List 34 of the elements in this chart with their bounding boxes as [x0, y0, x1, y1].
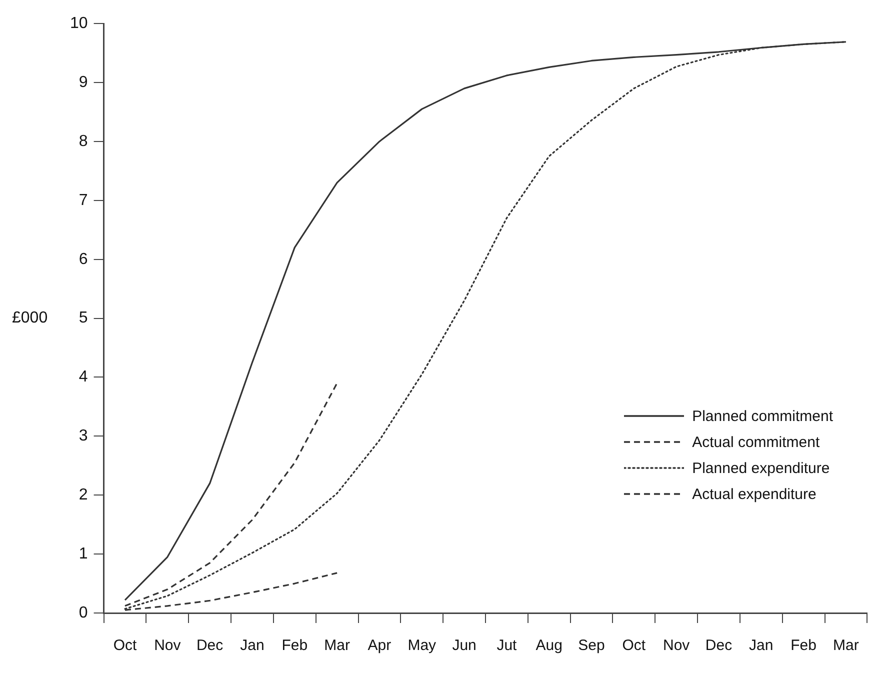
x-tick-label: Nov — [662, 637, 690, 654]
legend-label: Planned expenditure — [692, 460, 830, 476]
x-tick-label: Oct — [622, 637, 646, 654]
x-tick-label: Apr — [368, 637, 392, 654]
y-tick-label: 10 — [70, 15, 88, 32]
legend-label: Actual expenditure — [692, 486, 816, 502]
x-tick-label: Nov — [154, 637, 182, 654]
x-tick-label: Feb — [790, 637, 816, 654]
x-tick-label: Mar — [324, 637, 350, 654]
x-tick-label: Jut — [496, 637, 518, 654]
x-tick-label: Sep — [578, 637, 605, 654]
x-tick-label: Feb — [282, 637, 308, 654]
y-tick-label: 2 — [78, 486, 88, 504]
y-tick-label: 8 — [78, 132, 88, 150]
x-tick-label: Dec — [196, 637, 224, 654]
legend-label: Planned commitment — [692, 408, 833, 424]
y-tick-label: 6 — [78, 250, 88, 268]
x-tick-label: Jan — [749, 637, 774, 654]
x-tick-label: Mar — [833, 637, 859, 654]
y-tick-label: 1 — [78, 545, 88, 562]
y-tick-label: 0 — [78, 604, 88, 622]
y-tick-label: 4 — [78, 368, 88, 386]
y-tick-label: 9 — [78, 74, 88, 91]
x-tick-label: May — [408, 637, 437, 654]
x-tick-label: Jan — [240, 637, 264, 654]
y-tick-label: 5 — [78, 310, 88, 327]
x-tick-label: Aug — [536, 637, 562, 654]
y-tick-label: 7 — [78, 192, 88, 209]
x-tick-label: Oct — [113, 637, 138, 654]
x-tick-label: Jun — [452, 637, 476, 654]
y-axis-title: £000 — [12, 310, 48, 327]
x-tick-label: Dec — [705, 637, 733, 654]
legend-label: Actual commitment — [692, 434, 820, 450]
y-tick-label: 3 — [78, 428, 88, 445]
